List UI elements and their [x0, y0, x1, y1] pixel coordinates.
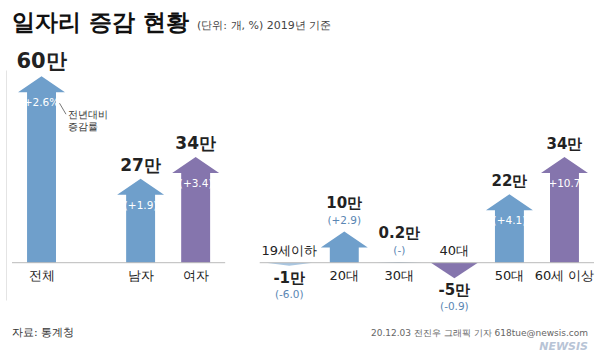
category-label: 50대 [495, 268, 525, 283]
arrow-bar [541, 157, 588, 263]
arrow-bar [117, 179, 164, 263]
rate-label: (+2.9) [327, 214, 361, 226]
rate-label: (+4.1) [493, 214, 527, 226]
value-label: 22만 [491, 172, 527, 190]
category-label: 19세이하 [261, 243, 317, 258]
arrow-bar [321, 232, 368, 263]
rate-label: (-6.0) [275, 288, 304, 300]
labels: 전체 60만 (+2.6%) 전년대비증감률남자 27만 (+1.9) 여자 34만 (+3.4… [16, 49, 594, 312]
rate-label: (+3.4) [179, 177, 213, 189]
rate-label: (+1.9) [124, 199, 158, 211]
category-label: 20대 [330, 268, 360, 283]
category-label: 전체 [29, 268, 55, 283]
rate-label: (+10.7) [544, 177, 584, 189]
category-label: 남자 [128, 268, 154, 283]
source: 자료: 통계청 [12, 326, 74, 339]
watermark: NEWSIS [539, 340, 588, 353]
axis-line [6, 71, 7, 301]
value-label: 60만 [16, 49, 66, 73]
category-label: 여자 [183, 268, 209, 283]
baseline [12, 262, 225, 263]
baseline [260, 262, 594, 263]
category-label: 60세 이상 [535, 268, 595, 283]
rate-label: (-) [393, 244, 405, 256]
subtitle: (단위: 개, %) 2019년 기준 [197, 19, 331, 32]
rate-label: (+2.6%) [20, 96, 64, 108]
arrow-bar [431, 263, 478, 279]
marks [18, 76, 588, 278]
value-label: 0.2만 [379, 224, 421, 242]
y-axis [6, 71, 7, 301]
annotation-leader [60, 103, 66, 114]
value-label: -5만 [439, 281, 471, 299]
title: 일자리 증감 현황 [12, 9, 189, 35]
value-label: 10만 [326, 194, 362, 212]
annotation: 전년대비증감률 [68, 109, 108, 132]
credit: 20.12.03 전진우 그래픽 기자 618tue@newsis.com [371, 328, 588, 338]
value-label: 34만 [175, 133, 216, 153]
arrow-bar [172, 157, 219, 263]
value-label: 27만 [120, 155, 161, 175]
category-label: 40대 [440, 243, 470, 258]
category-label: 30대 [385, 268, 415, 283]
value-label: 34만 [547, 135, 583, 153]
chart: 일자리 증감 현황 (단위: 개, %) 2019년 기준전체 60만 (+2.6%)… [0, 0, 600, 353]
value-label: -1만 [273, 269, 305, 287]
rate-label: (-0.9) [440, 300, 469, 312]
arrow-bar [486, 194, 533, 262]
arrow-bar [18, 76, 65, 262]
